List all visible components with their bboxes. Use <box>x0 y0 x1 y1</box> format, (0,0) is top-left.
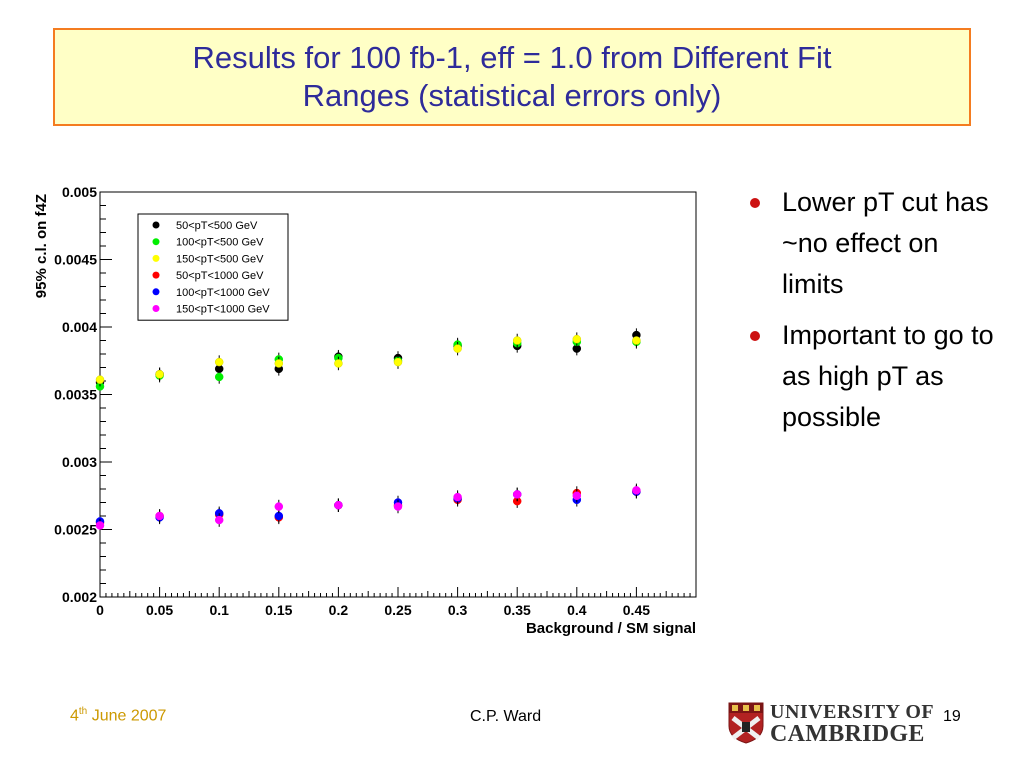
footer-date: 4th June 2007 <box>70 706 166 725</box>
data-point <box>572 491 582 500</box>
logo-text-line-2: CAMBRIDGE <box>770 721 925 747</box>
bullet-text: Important to go to as high pT as possibl… <box>782 320 994 432</box>
y-axis-label: 95% c.l. on f4Z <box>33 194 50 298</box>
x-tick-label: 0 <box>96 602 104 618</box>
x-tick-label: 0.45 <box>623 602 650 618</box>
legend-label: 150<pT<1000 GeV <box>176 304 270 316</box>
bullet-list: Lower pT cut has ~no effect on limits Im… <box>744 182 1004 448</box>
legend-label: 100<pT<500 GeV <box>176 237 264 249</box>
title-box: Results for 100 fb-1, eff = 1.0 from Dif… <box>53 28 971 126</box>
legend-label: 50<pT<1000 GeV <box>176 270 264 282</box>
x-tick-label: 0.4 <box>567 602 587 618</box>
data-point <box>453 492 462 502</box>
data-point <box>214 357 224 367</box>
legend-marker <box>152 271 160 279</box>
slide-title: Results for 100 fb-1, eff = 1.0 from Dif… <box>193 39 832 115</box>
footer-date-day: 4 <box>70 707 79 725</box>
legend-label: 50<pT<500 GeV <box>176 220 258 232</box>
data-point <box>393 502 403 511</box>
data-point <box>95 375 105 384</box>
data-point <box>632 336 641 345</box>
footer-date-suffix: th <box>78 706 88 717</box>
bullet-dot-icon <box>750 331 760 341</box>
legend-marker <box>152 238 160 246</box>
legend-marker <box>152 288 160 296</box>
footer-date-rest: June 2007 <box>87 707 167 725</box>
legend-marker <box>152 254 160 262</box>
y-tick-label: 0.005 <box>62 184 97 200</box>
footer-author: C.P. Ward <box>470 708 542 725</box>
title-line-2: Ranges (statistical errors only) <box>302 78 722 113</box>
data-point <box>632 486 641 495</box>
y-tick-label: 0.002 <box>62 589 97 605</box>
data-point <box>393 357 403 367</box>
logo-text-line-1: UNIVERSITY OF <box>770 701 935 723</box>
data-point <box>274 502 284 511</box>
y-tick-label: 0.0025 <box>54 522 97 538</box>
data-point <box>512 336 522 345</box>
bullet-item: Lower pT cut has ~no effect on limits <box>744 182 1004 305</box>
university-crest-icon <box>728 702 764 744</box>
data-point <box>95 521 105 530</box>
y-tick-label: 0.0035 <box>54 387 97 403</box>
legend-marker <box>152 305 160 312</box>
data-point <box>512 490 522 499</box>
x-tick-label: 0.1 <box>209 602 229 618</box>
y-tick-label: 0.004 <box>62 319 97 335</box>
x-tick-label: 0.2 <box>329 602 349 618</box>
data-point <box>214 372 224 382</box>
y-tick-label: 0.0045 <box>54 252 97 268</box>
legend-label: 100<pT<1000 GeV <box>176 287 270 299</box>
x-tick-label: 0.25 <box>384 602 411 618</box>
data-point <box>572 334 582 344</box>
y-tick-label: 0.003 <box>62 454 97 470</box>
data-point <box>155 370 164 379</box>
data-point <box>453 344 462 353</box>
data-point <box>274 359 284 368</box>
title-line-1: Results for 100 fb-1, eff = 1.0 from Dif… <box>192 40 832 75</box>
page-number: 19 <box>943 708 961 725</box>
data-point <box>334 359 343 368</box>
legend-label: 150<pT<500 GeV <box>176 253 264 265</box>
x-tick-label: 0.35 <box>504 602 531 618</box>
data-point <box>334 500 343 510</box>
scatter-plot: 0 0.05 0.1 0.15 0.2 0.25 0.3 0.35 0.4 0.45 0.002 0.… <box>33 184 697 637</box>
bullet-text: Lower pT cut has ~no effect on limits <box>782 187 989 299</box>
bullet-item: Important to go to as high pT as possibl… <box>744 315 1004 438</box>
legend-box <box>137 213 289 321</box>
data-point <box>214 515 224 525</box>
x-tick-label: 0.3 <box>448 602 468 618</box>
chart: 0 0.05 0.1 0.15 0.2 0.25 0.3 0.35 0.4 0.45 0.002 0.… <box>30 178 710 648</box>
bullet-dot-icon <box>750 198 760 208</box>
legend-marker <box>152 221 160 229</box>
x-axis-label: Background / SM signal <box>526 620 696 637</box>
x-tick-label: 0.15 <box>265 602 292 618</box>
data-point <box>155 511 164 521</box>
university-logo: UNIVERSITY OF CAMBRIDGE <box>728 700 938 747</box>
x-tick-label: 0.05 <box>146 602 173 618</box>
